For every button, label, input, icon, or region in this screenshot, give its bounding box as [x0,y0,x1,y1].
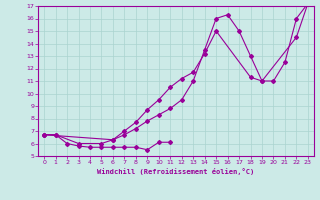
X-axis label: Windchill (Refroidissement éolien,°C): Windchill (Refroidissement éolien,°C) [97,168,255,175]
